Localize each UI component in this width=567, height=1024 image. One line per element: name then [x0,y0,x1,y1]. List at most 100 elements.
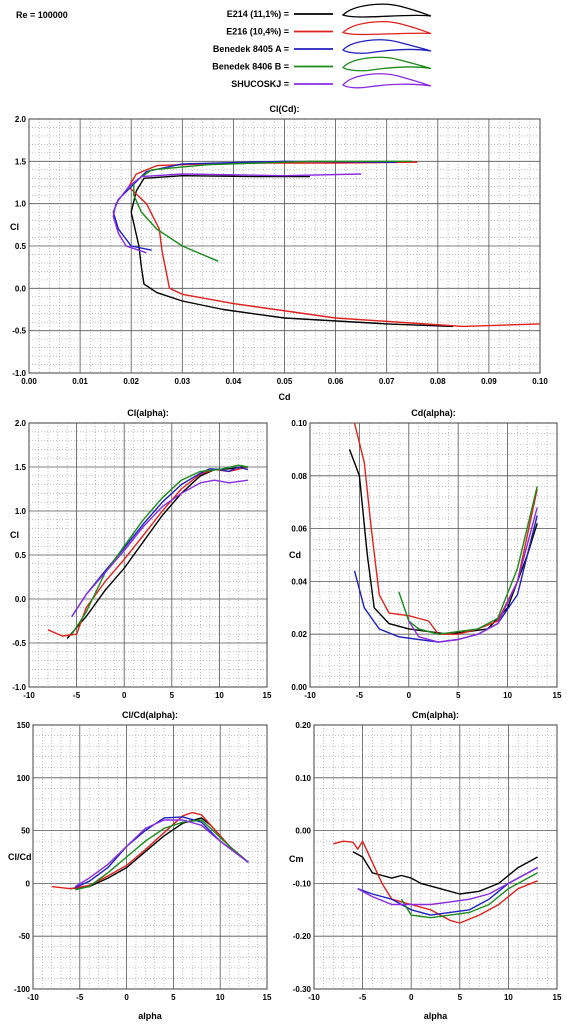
y-tick-label: 1.5 [15,157,27,166]
series-line-3 [71,466,249,617]
y-tick-label: -0.20 [293,932,312,941]
chart-title: Cm(alpha): [412,710,459,720]
y-tick-label: -50 [18,932,30,941]
legend-label: E216 (10,4%) = [226,27,289,37]
y-tick-label: -0.5 [12,327,26,336]
x-tick-label: 0.10 [532,377,548,386]
chart-title: Cd(alpha): [411,408,456,418]
x-tick-label: -10 [308,993,320,1002]
y-tick-label: 0.06 [291,525,307,534]
chart-cl-vs-cd: 0.00 0.01 0.02 0.03 0.04 0.05 0.06 0.07 0.08 0.09… [10,104,548,402]
y-tick-label: -1.0 [12,683,26,692]
plot-frame [313,724,558,990]
plot-frame [309,422,558,688]
x-tick-label: 5 [456,691,461,700]
chart-cl-vs-alpha: -10 -5 0 5 10 15 2.0 1.5 1.0 0.5 0.0 -0.5 -1.0 Cl(alp… [10,408,272,700]
x-tick-label: 5 [458,993,463,1002]
y-tick-label: -0.5 [12,639,26,648]
x-tick-label: 0 [409,993,414,1002]
series-line-3 [357,866,538,916]
series-line-4 [400,872,538,919]
y-axis-label: Cd [289,550,301,560]
y-tick-label: 0.00 [295,827,311,836]
y-tick-label: 2.0 [15,419,27,428]
y-tick-label: 0.20 [295,721,311,730]
series-line-5 [112,173,362,254]
series-line-5 [357,866,538,906]
y-tick-label: 2.0 [15,115,27,124]
y-tick-label: 0.08 [291,472,307,481]
x-tick-label: 0.07 [379,377,395,386]
minor-grid [33,725,267,989]
series-line-2 [333,840,538,924]
airfoil-icon [341,21,432,36]
series-line-2 [353,423,538,635]
legend-label: E214 (11,1%) = [227,9,289,19]
plot-frame [32,724,268,990]
y-tick-label: -1.0 [12,369,26,378]
series-line-2 [127,161,540,328]
chart-cd-vs-alpha: -10 -5 0 5 10 15 0.10 0.08 0.06 0.04 0.02 0.00 Cd(al… [289,408,562,700]
airfoil-icon [342,73,432,89]
legend-label: Benedek 8406 B = [212,62,289,72]
airfoil-icon [342,56,432,72]
y-tick-label: -100 [14,985,31,994]
y-tick-label: 1.0 [15,200,27,209]
chart-clcd-vs-alpha: -10 -5 0 5 10 15150100500-50-100Cl/Cd(alpha):… [8,710,272,1021]
legend: E214 (11,1%) = E216 (10,4%) = Benedek 8405… [212,3,432,89]
x-tick-label: 0.03 [175,377,191,386]
x-tick-label: 0.06 [328,377,344,386]
x-tick-label: -10 [23,691,35,700]
x-tick-label: 5 [170,691,175,700]
y-axis-label: Cl [10,222,19,232]
y-axis-label: Cm [289,854,304,864]
y-tick-label: 0.5 [15,551,27,560]
x-tick-label: 15 [263,993,272,1002]
y-tick-label: 0.5 [15,242,27,251]
y-tick-label: 0.10 [291,419,307,428]
x-tick-label: 0 [124,993,129,1002]
series-line-4 [71,464,249,635]
y-axis-label: Cl [10,530,19,540]
x-tick-label: 0.08 [430,377,446,386]
x-axis-label: alpha [138,1011,163,1021]
y-tick-label: 100 [17,774,31,783]
chart-cm-vs-alpha: -10 -5 0 5 10 15 0.20 0.10 0.00 -0.10 -0.20 -0.30 Cm… [289,710,562,1021]
series-group [51,811,249,891]
series-line-5 [74,819,249,888]
y-tick-label: 0.10 [295,774,311,783]
series-line-5 [71,479,249,617]
y-tick-label: 0.00 [291,683,307,692]
x-tick-label: 0.01 [72,377,88,386]
y-axis-label: Cl/Cd [8,852,32,862]
major-grid [32,724,268,990]
legend-label: Benedek 8405 A = [213,44,289,54]
series-group [348,423,538,643]
x-tick-label: 0.05 [277,377,293,386]
y-tick-label: 0.0 [15,284,27,293]
chart-title: Cl/Cd(alpha): [122,710,178,720]
x-tick-label: 10 [504,993,513,1002]
x-tick-label: -5 [76,993,84,1002]
y-tick-label: 0 [26,879,31,888]
y-tick-label: -0.30 [293,985,312,994]
x-tick-label: -5 [356,691,364,700]
minor-grid [310,423,557,687]
x-tick-label: -10 [304,691,316,700]
x-tick-label: 10 [215,691,224,700]
x-tick-label: 15 [263,691,272,700]
y-tick-label: 0.02 [291,630,307,639]
series-line-1 [130,175,454,328]
reynolds-label: Re = 100000 [16,10,68,20]
x-tick-label: 10 [216,993,225,1002]
series-line-2 [51,811,249,890]
series-line-4 [133,160,413,262]
x-tick-label: 0.02 [123,377,139,386]
y-tick-label: -0.10 [293,879,312,888]
series-group [112,160,540,328]
y-tick-label: 0.0 [15,595,27,604]
major-grid [28,422,268,688]
x-tick-label: -5 [73,691,81,700]
major-grid [28,118,541,374]
x-tick-label: -10 [27,993,39,1002]
